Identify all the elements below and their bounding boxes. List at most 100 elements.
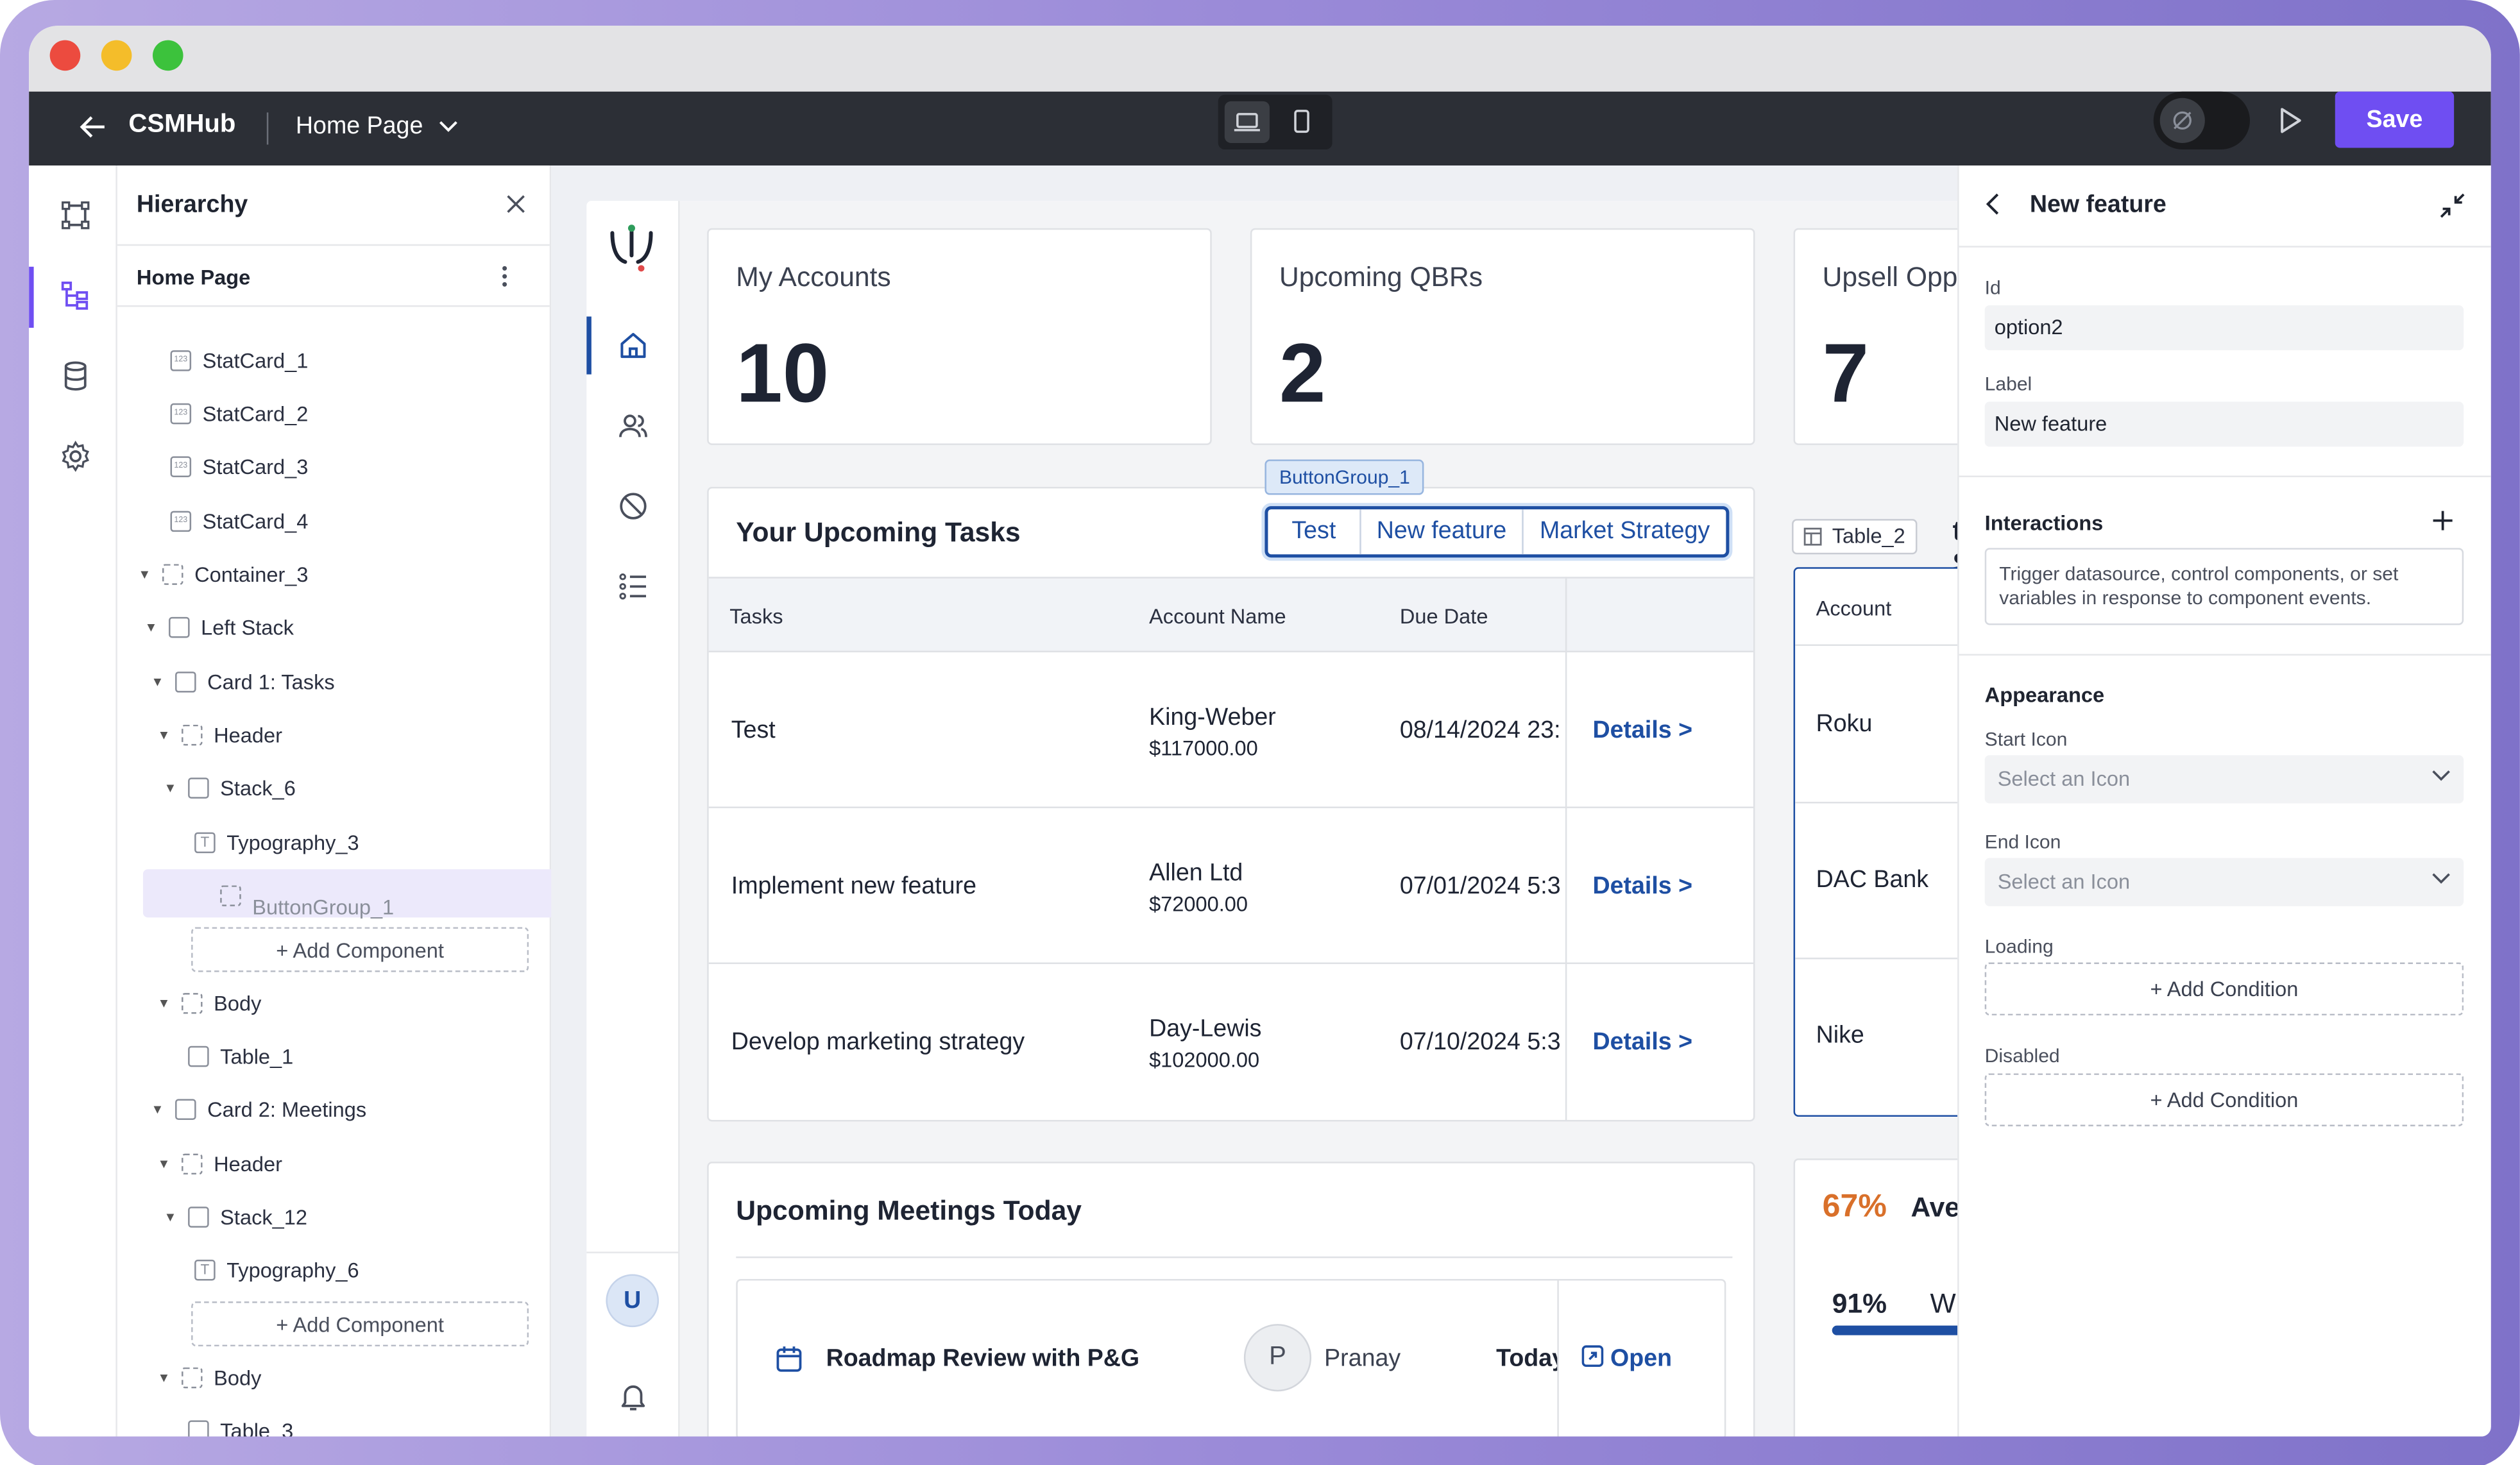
add-component-button[interactable]: + Add Component xyxy=(191,927,529,972)
hierarchy-panel: Hierarchy Home Page 123 StatCard_1 123 Sta… xyxy=(117,165,622,1437)
interactions-help[interactable]: Trigger datasource, control components, … xyxy=(1984,548,2464,625)
tree-item[interactable]: 123 StatCard_1 xyxy=(117,334,550,387)
mobile-view-button[interactable] xyxy=(1279,101,1324,143)
text-icon: T xyxy=(194,1259,216,1281)
phone-icon xyxy=(1294,110,1309,133)
tree-item-label: Typography_3 xyxy=(226,831,359,855)
container-icon xyxy=(220,885,241,906)
card-icon xyxy=(175,672,196,693)
progress-bar xyxy=(1832,1325,1958,1335)
tree-item[interactable]: ▼ Body xyxy=(117,1351,550,1405)
filter-button-market-strategy[interactable]: Market Strategy xyxy=(1539,517,1710,545)
filter-button-new-feature[interactable]: New feature xyxy=(1361,509,1524,555)
tree-item[interactable]: ▼ Card 2: Meetings xyxy=(117,1083,550,1136)
bell-icon[interactable] xyxy=(617,1380,649,1412)
task-list-icon[interactable] xyxy=(617,570,649,602)
start-icon-select[interactable]: Select an Icon xyxy=(1984,755,2464,804)
average-percent: 67% xyxy=(1822,1189,1887,1224)
meeting-time: Today xyxy=(1496,1344,1557,1373)
tree-item-label: StatCard_2 xyxy=(202,402,309,426)
chevron-left-icon[interactable] xyxy=(1983,193,2005,216)
section-divider xyxy=(1959,475,2491,477)
account-name: Allen Ltd xyxy=(1149,860,1243,887)
tree-item[interactable]: ▼ Stack_12 xyxy=(117,1190,550,1244)
tree-item-label: Container_3 xyxy=(194,562,309,587)
tree-item[interactable]: 123 StatCard_3 xyxy=(117,440,550,493)
appearance-title: Appearance xyxy=(1984,682,2105,707)
blocked-icon[interactable] xyxy=(617,490,649,522)
users-icon[interactable] xyxy=(617,410,649,442)
caret-down-icon[interactable]: ▼ xyxy=(164,781,177,795)
caret-down-icon[interactable]: ▼ xyxy=(151,675,164,690)
add-component-button[interactable]: + Add Component xyxy=(191,1301,529,1347)
play-icon[interactable] xyxy=(2276,106,2304,135)
stat-card[interactable]: Upcoming QBRs 2 xyxy=(1250,228,1755,445)
details-link[interactable]: Details > xyxy=(1592,1028,1693,1056)
stat-value: 2 xyxy=(1279,328,1326,421)
add-condition-button[interactable]: + Add Condition xyxy=(1984,1073,2464,1127)
collapse-icon[interactable] xyxy=(2438,191,2467,220)
tree-item[interactable]: Table_3 xyxy=(117,1404,550,1437)
label-field[interactable] xyxy=(1984,402,2464,447)
gear-icon[interactable] xyxy=(60,440,92,472)
tree-item[interactable]: ▼ Header xyxy=(117,1138,550,1191)
details-link[interactable]: Details > xyxy=(1592,716,1693,744)
tree-item-label: StatCard_3 xyxy=(202,454,309,479)
stat-card[interactable]: My Accounts 10 xyxy=(707,228,1212,445)
caret-down-icon[interactable]: ▼ xyxy=(157,1156,171,1172)
caret-down-icon[interactable]: ▼ xyxy=(138,567,151,582)
app-preview: U My Accounts 10 Upcoming QBRs 2 Upsell … xyxy=(586,201,1958,1437)
tree-item[interactable]: T Typography_3 xyxy=(117,817,550,870)
stat-card[interactable]: Upsell Opp 7 xyxy=(1793,228,1958,445)
plus-icon[interactable] xyxy=(2431,509,2454,532)
user-avatar[interactable]: U xyxy=(606,1274,660,1328)
number-icon: 123 xyxy=(170,511,192,532)
filter-button-test[interactable]: Test xyxy=(1268,509,1361,555)
minimize-window-button[interactable] xyxy=(101,40,132,71)
container-icon xyxy=(182,1153,203,1175)
table2-card[interactable]: Account Roku DAC Bank Nike xyxy=(1793,567,1958,1117)
preview-toggle[interactable] xyxy=(2153,91,2251,149)
id-field[interactable] xyxy=(1984,305,2464,351)
toolbar-divider xyxy=(266,112,269,145)
nav-divider xyxy=(586,1251,680,1253)
tree-item[interactable]: ▼ Header xyxy=(117,709,550,762)
back-arrow-icon[interactable] xyxy=(77,111,109,143)
tree-item[interactable]: T Typography_6 xyxy=(117,1244,550,1297)
tree-item[interactable]: ▼ Container_3 xyxy=(117,548,550,601)
database-icon[interactable] xyxy=(60,360,92,392)
average-card: 67% Ave 91% Wha xyxy=(1793,1158,1958,1437)
close-icon[interactable] xyxy=(506,194,525,214)
frame-icon[interactable] xyxy=(60,199,92,232)
hierarchy-page-row[interactable]: Home Page xyxy=(117,246,550,307)
details-link[interactable]: Details > xyxy=(1592,872,1693,900)
open-meeting-link[interactable]: Open xyxy=(1581,1345,1672,1372)
desktop-view-button[interactable] xyxy=(1224,101,1270,143)
tree-item[interactable]: Table_1 xyxy=(117,1030,550,1083)
tree-item[interactable]: ▼ Card 1: Tasks xyxy=(117,656,550,709)
tree-item-selected[interactable]: ButtonGroup_1 xyxy=(142,869,622,919)
hierarchy-icon[interactable] xyxy=(60,280,92,312)
table2-tag: Table_2 xyxy=(1792,519,1917,555)
caret-down-icon[interactable]: ▼ xyxy=(157,1370,171,1385)
end-icon-select[interactable]: Select an Icon xyxy=(1984,858,2464,906)
stat-title: Upcoming QBRs xyxy=(1279,262,1483,292)
caret-down-icon[interactable]: ▼ xyxy=(151,1102,164,1117)
caret-down-icon[interactable]: ▼ xyxy=(157,996,171,1011)
save-button[interactable]: Save xyxy=(2335,91,2455,148)
tree-item[interactable]: 123 StatCard_2 xyxy=(117,387,550,441)
tree-item-label: Stack_6 xyxy=(220,775,296,800)
maximize-window-button[interactable] xyxy=(152,40,183,71)
caret-down-icon[interactable]: ▼ xyxy=(157,727,171,743)
tree-item[interactable]: ▼ Left Stack xyxy=(117,601,550,654)
tree-item[interactable]: ▼ Stack_6 xyxy=(117,761,550,815)
caret-down-icon[interactable]: ▼ xyxy=(144,620,158,635)
caret-down-icon[interactable]: ▼ xyxy=(164,1210,177,1224)
home-icon[interactable] xyxy=(617,330,649,362)
tree-item[interactable]: 123 StatCard_4 xyxy=(117,495,550,548)
tree-item[interactable]: ▼ Body xyxy=(117,977,550,1030)
add-condition-button[interactable]: + Add Condition xyxy=(1984,962,2464,1016)
close-window-button[interactable] xyxy=(49,40,81,71)
kebab-menu-icon[interactable] xyxy=(500,264,509,289)
page-selector[interactable]: Home Page xyxy=(296,112,459,140)
